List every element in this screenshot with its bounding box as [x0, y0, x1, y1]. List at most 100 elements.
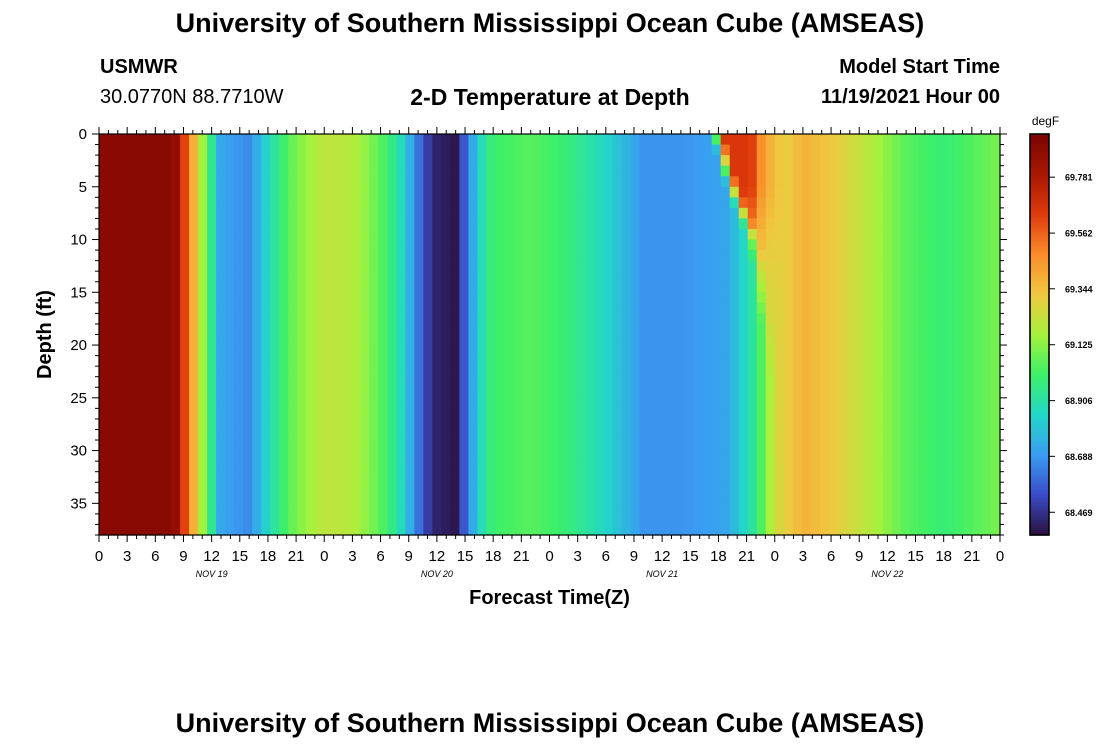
heatmap-cell: [792, 228, 803, 241]
heatmap-cell: [927, 524, 938, 536]
heatmap-cell: [900, 397, 911, 409]
heatmap-cell: [279, 387, 289, 399]
heatmap-cell: [936, 250, 947, 262]
heatmap-cell: [828, 461, 839, 473]
x-tick-label: 9: [179, 548, 187, 565]
heatmap-cell: [711, 155, 722, 167]
heatmap-cell: [315, 144, 325, 156]
heatmap-cell: [432, 239, 442, 251]
heatmap-cell: [873, 524, 884, 536]
heatmap-cell: [432, 197, 442, 209]
heatmap-cell: [657, 429, 668, 441]
heatmap-cell: [612, 482, 623, 494]
heatmap-cell: [765, 513, 776, 526]
heatmap-cell: [306, 482, 316, 494]
heatmap-cell: [198, 197, 208, 209]
heatmap-cell: [729, 471, 740, 483]
heatmap-cell: [495, 313, 506, 325]
heatmap-cell: [198, 408, 208, 420]
heatmap-cell: [405, 513, 415, 526]
heatmap-cell: [954, 513, 965, 526]
heatmap-cell: [594, 155, 605, 167]
heatmap-cell: [558, 134, 569, 146]
heatmap-cell: [846, 228, 857, 241]
heatmap-cell: [963, 197, 974, 209]
heatmap-cell: [450, 408, 460, 420]
heatmap-cell: [360, 397, 370, 409]
heatmap-cell: [423, 450, 433, 462]
heatmap-cell: [342, 513, 352, 526]
heatmap-cell: [387, 524, 397, 536]
heatmap-cell: [405, 440, 415, 452]
heatmap-cell: [918, 524, 929, 536]
heatmap-cell: [765, 355, 776, 367]
heatmap-cell: [810, 376, 821, 388]
heatmap-cell: [657, 197, 668, 209]
heatmap-cell: [450, 376, 460, 388]
heatmap-cell: [774, 313, 785, 325]
heatmap-cell: [135, 165, 145, 177]
heatmap-cell: [684, 271, 695, 283]
heatmap-cell: [747, 482, 758, 494]
heatmap-cell: [702, 397, 713, 409]
heatmap-cell: [819, 513, 830, 526]
heatmap-cell: [936, 281, 947, 293]
heatmap-cell: [549, 271, 560, 283]
heatmap-cell: [144, 292, 154, 304]
heatmap-cell: [108, 134, 118, 146]
heatmap-cell: [738, 355, 749, 367]
heatmap-cell: [207, 513, 217, 526]
heatmap-cell: [738, 281, 749, 293]
heatmap-cell: [414, 186, 424, 198]
heatmap-cell: [927, 207, 938, 220]
heatmap-cell: [945, 355, 956, 367]
heatmap-cell: [810, 366, 821, 378]
heatmap-cell: [972, 207, 983, 220]
heatmap-cell: [297, 450, 307, 462]
heatmap-cell: [648, 334, 659, 346]
heatmap-cell: [225, 176, 235, 188]
heatmap-cell: [369, 260, 379, 272]
heatmap-cell: [468, 155, 479, 167]
heatmap-cell: [729, 513, 740, 526]
heatmap-cell: [981, 228, 992, 241]
heatmap-cell: [720, 429, 731, 441]
heatmap-cell: [630, 144, 641, 156]
heatmap-cell: [837, 471, 848, 483]
heatmap-cell: [360, 271, 370, 283]
heatmap-cell: [171, 503, 181, 515]
heatmap-cell: [99, 197, 109, 209]
heatmap-cell: [918, 418, 929, 431]
heatmap-cell: [936, 440, 947, 452]
colorbar-segment: [1030, 402, 1049, 406]
heatmap-cell: [405, 302, 415, 314]
colorbar-segment: [1030, 437, 1049, 441]
heatmap-cell: [927, 281, 938, 293]
heatmap-cell: [108, 503, 118, 515]
heatmap-cell: [792, 366, 803, 378]
heatmap-cell: [144, 376, 154, 388]
heatmap-cell: [585, 524, 596, 536]
heatmap-cell: [387, 366, 397, 378]
heatmap-cell: [594, 429, 605, 441]
heatmap-cell: [846, 323, 857, 336]
heatmap-cell: [612, 302, 623, 314]
heatmap-cell: [243, 492, 253, 504]
heatmap-cell: [459, 144, 470, 156]
heatmap-cell: [666, 271, 677, 283]
heatmap-cell: [945, 450, 956, 462]
heatmap-cell: [765, 366, 776, 378]
heatmap-cell: [396, 450, 406, 462]
colorbar-segment: [1030, 519, 1049, 524]
heatmap-cell: [864, 250, 875, 262]
heatmap-cell: [837, 250, 848, 262]
heatmap-cell: [801, 207, 812, 220]
heatmap-cell: [288, 376, 298, 388]
heatmap-cell: [756, 239, 767, 251]
heatmap-cell: [387, 450, 397, 462]
heatmap-cell: [918, 376, 929, 388]
heatmap-cell: [369, 144, 379, 156]
heatmap-cell: [207, 397, 217, 409]
heatmap-cell: [774, 134, 785, 146]
heatmap-cell: [162, 271, 172, 283]
